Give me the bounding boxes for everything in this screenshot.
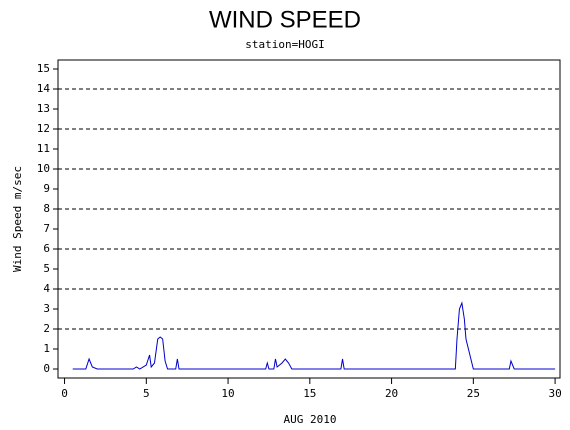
y-tick-label: 13 [37, 102, 50, 115]
x-axis-label: AUG 2010 [284, 413, 337, 426]
y-tick-label: 5 [43, 262, 50, 275]
y-tick-label: 0 [43, 362, 50, 375]
y-tick-label: 8 [43, 202, 50, 215]
y-tick-label: 11 [37, 142, 50, 155]
x-tick-label: 10 [221, 387, 234, 400]
x-tick-label: 30 [548, 387, 561, 400]
line-series [72, 301, 556, 370]
y-tick-label: 4 [43, 282, 50, 295]
y-tick-label: 14 [37, 82, 51, 95]
y-tick-label: 2 [43, 322, 50, 335]
y-tick-label: 15 [37, 62, 50, 75]
chart-title: WIND SPEED [209, 6, 361, 33]
y-tick-label: 10 [37, 162, 50, 175]
plot-frame [57, 59, 561, 379]
y-tick-label: 1 [43, 342, 50, 355]
y-tick-label: 6 [43, 242, 50, 255]
y-tick-label: 9 [43, 182, 50, 195]
x-tick-label: 5 [143, 387, 150, 400]
x-tick-label: 0 [61, 387, 68, 400]
y-tick-label: 7 [43, 222, 50, 235]
y-tick-label: 12 [37, 122, 50, 135]
y-axis-label: Wind Speed m/sec [11, 166, 24, 272]
chart-subtitle: station=HOGI [245, 38, 324, 51]
x-tick-label: 20 [385, 387, 398, 400]
y-tick-label: 3 [43, 302, 50, 315]
x-tick-label: 25 [467, 387, 480, 400]
x-tick-label: 15 [303, 387, 316, 400]
